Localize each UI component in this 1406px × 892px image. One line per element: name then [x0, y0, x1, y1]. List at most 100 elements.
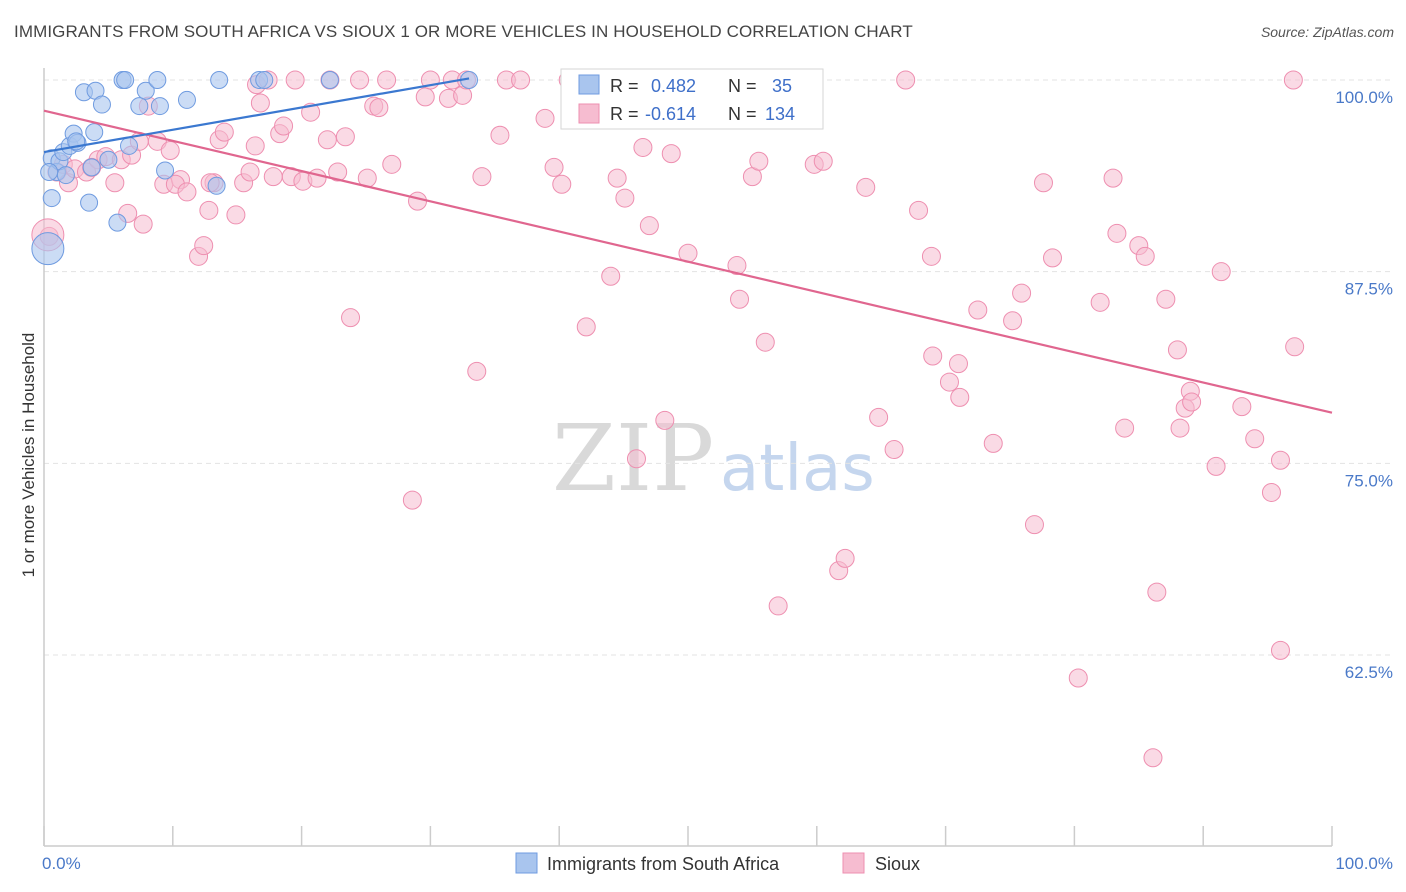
legend-r-value-blue: 0.482	[651, 76, 696, 96]
sioux-point	[1068, 668, 1088, 688]
south-africa-point	[116, 71, 135, 89]
sioux-point	[1182, 392, 1202, 412]
sioux-point	[317, 130, 337, 150]
sioux-point	[105, 173, 125, 193]
sioux-point	[661, 144, 681, 164]
sioux-point	[639, 216, 659, 236]
south-africa-point	[31, 232, 65, 266]
sioux-point	[402, 490, 422, 510]
south-africa-point	[120, 136, 139, 155]
y-axis-label: 1 or more Vehicles in Household	[19, 333, 38, 578]
south-africa-point	[177, 90, 196, 109]
sioux-point	[727, 256, 747, 276]
sioux-point	[544, 157, 564, 177]
legend-n-value-pink: 134	[765, 104, 795, 124]
south-africa-point	[210, 71, 229, 89]
sioux-point	[968, 300, 988, 320]
sioux-point	[307, 168, 327, 188]
sioux-point	[749, 151, 769, 171]
source-credit: Source: ZipAtlas.com	[1260, 24, 1394, 40]
south-africa-trend-line	[43, 77, 470, 154]
sioux-point	[869, 407, 889, 427]
y-tick-label: 75.0%	[1345, 471, 1393, 490]
sioux-point	[1147, 582, 1167, 602]
legend-n-label-blue: N =	[728, 76, 757, 96]
sioux-point	[369, 98, 389, 118]
sioux-point	[1135, 246, 1155, 266]
sioux-point	[490, 125, 510, 145]
sioux-point	[1285, 337, 1305, 357]
sioux-point	[655, 410, 675, 430]
south-africa-point	[150, 97, 169, 116]
south-africa-point	[82, 158, 101, 177]
sioux-point	[133, 214, 153, 234]
sioux-point	[1103, 168, 1123, 188]
south-africa-point	[207, 176, 226, 195]
legend-r-label-pink: R =	[610, 104, 639, 124]
sioux-point	[1167, 340, 1187, 360]
sioux-point	[199, 200, 219, 220]
sioux-point	[1012, 283, 1032, 303]
sioux-point	[350, 70, 370, 90]
sioux-point	[1211, 262, 1231, 282]
south-africa-point	[148, 71, 167, 89]
y-tick-label: 87.5%	[1345, 280, 1393, 299]
sioux-point	[328, 162, 348, 182]
y-tick-label: 100.0%	[1335, 88, 1393, 107]
legend-item-sioux: Sioux	[875, 854, 920, 874]
sioux-point	[1170, 418, 1190, 438]
sioux-point	[1024, 515, 1044, 535]
south-africa-point	[85, 123, 104, 142]
sioux-point	[341, 308, 361, 328]
south-africa-point	[56, 166, 75, 185]
legend-n-label-pink: N =	[728, 104, 757, 124]
sioux-point	[1156, 289, 1176, 309]
sioux-point	[835, 548, 855, 568]
sioux-point	[467, 361, 487, 381]
sioux-point	[377, 70, 397, 90]
sioux-point	[923, 346, 943, 366]
sioux-point	[1090, 292, 1110, 312]
sioux-point	[607, 168, 627, 188]
sioux-point	[921, 246, 941, 266]
sioux-point	[896, 70, 916, 90]
sioux-point	[415, 87, 435, 107]
sioux-point	[245, 136, 265, 156]
chart-title: IMMIGRANTS FROM SOUTH AFRICA VS SIOUX 1 …	[14, 22, 913, 41]
sioux-point	[730, 289, 750, 309]
legend-item-south-africa: Immigrants from South Africa	[547, 854, 780, 874]
correlation-legend: R = 0.482 N = 35 R = -0.614 N = 134	[560, 68, 824, 130]
sioux-point	[1232, 397, 1252, 417]
sioux-point	[1033, 173, 1053, 193]
south-africa-point	[156, 161, 175, 180]
sioux-point	[194, 236, 214, 256]
sioux-point	[1270, 450, 1290, 470]
sioux-point	[335, 127, 355, 147]
sioux-point	[768, 596, 788, 616]
sioux-point	[939, 372, 959, 392]
sioux-point	[615, 188, 635, 208]
legend-swatch-blue	[578, 74, 600, 95]
sioux-point	[1270, 640, 1290, 660]
sioux-point	[948, 354, 968, 374]
south-africa-point	[99, 150, 118, 169]
sioux-point	[263, 167, 283, 187]
sioux-point	[909, 200, 929, 220]
legend-box	[560, 68, 824, 130]
sioux-point	[755, 332, 775, 352]
sioux-point	[1107, 223, 1127, 243]
sioux-point	[408, 191, 428, 211]
sioux-point	[633, 137, 653, 157]
south-africa-point	[255, 71, 274, 89]
sioux-point	[472, 167, 492, 187]
sioux-point	[160, 141, 180, 161]
sioux-point	[1206, 456, 1226, 476]
sioux-point	[250, 93, 270, 113]
sioux-point	[950, 387, 970, 407]
series-legend: Immigrants from South Africa Sioux	[515, 852, 920, 874]
south-africa-point	[108, 213, 127, 232]
sioux-point	[983, 433, 1003, 453]
south-africa-point	[40, 163, 59, 181]
south-africa-point	[130, 97, 149, 116]
